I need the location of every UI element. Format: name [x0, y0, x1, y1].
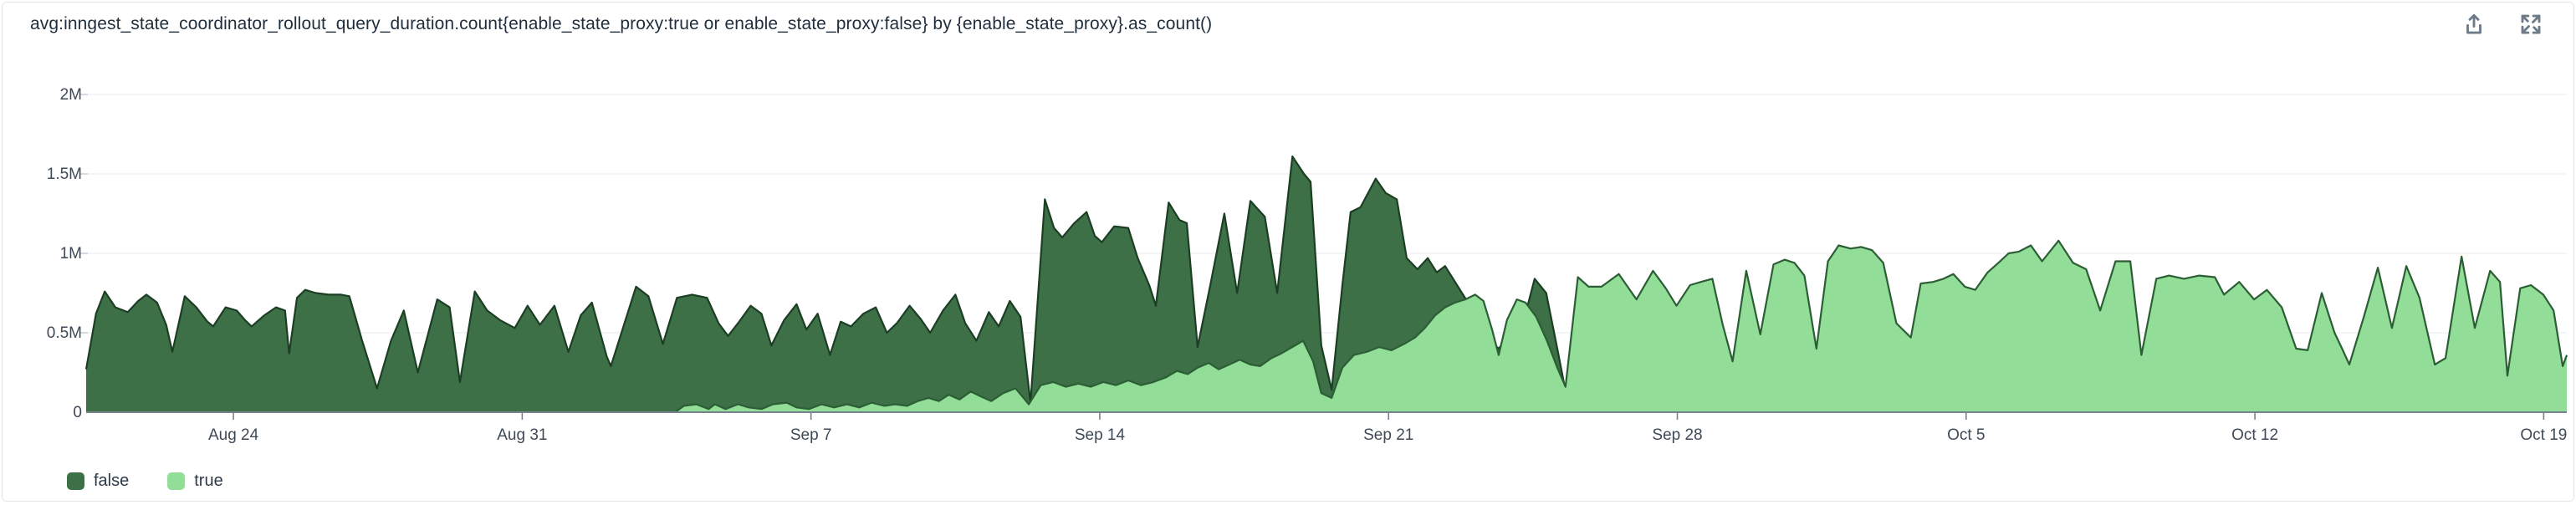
x-axis-label: Oct 19 — [2520, 426, 2567, 444]
y-axis-label: 2M — [60, 86, 82, 104]
area-series-false[interactable] — [86, 156, 2567, 412]
legend-label-true: true — [194, 472, 223, 490]
legend-item-false[interactable]: false — [67, 472, 129, 491]
area-series-true-line — [674, 239, 2568, 412]
share-export-button[interactable] — [2460, 10, 2488, 38]
legend-swatch-false — [67, 472, 84, 490]
x-axis-label: Oct 12 — [2231, 426, 2278, 444]
y-axis-label: 1.5M — [47, 166, 82, 183]
y-axis-label: 0 — [73, 404, 82, 421]
y-axis-label: 1M — [60, 245, 82, 263]
y-axis-label: 0.5M — [47, 324, 82, 342]
header-buttons — [2460, 10, 2545, 38]
share-export-icon — [2466, 13, 2481, 34]
fullscreen-button[interactable] — [2517, 10, 2545, 38]
widget-header: avg:inngest_state_coordinator_rollout_qu… — [3, 3, 2573, 46]
expand-fullscreen-icon — [2521, 14, 2541, 34]
x-axis-label: Aug 31 — [497, 426, 547, 444]
x-axis-label: Sep 7 — [790, 426, 832, 444]
widget-title: avg:inngest_state_coordinator_rollout_qu… — [30, 14, 1213, 33]
legend-label-false: false — [94, 472, 130, 490]
x-axis-label: Sep 28 — [1652, 426, 1702, 444]
area-series-true[interactable] — [675, 240, 2568, 412]
legend-item-true[interactable]: true — [167, 472, 223, 491]
x-axis-label: Sep 21 — [1363, 426, 1413, 444]
x-axis-label: Oct 5 — [1947, 426, 1985, 444]
chart-legend: false true — [67, 472, 223, 491]
x-axis-label: Sep 14 — [1075, 426, 1126, 444]
timeseries-chart[interactable]: 0 0.5M 1M 1.5M 2M Aug 24 Aug 31 Sep 7 Sep 14 Sep … — [3, 3, 2574, 502]
legend-swatch-true — [167, 472, 186, 490]
x-axis-label: Aug 24 — [208, 426, 259, 444]
area-series-false-line — [85, 156, 2568, 409]
